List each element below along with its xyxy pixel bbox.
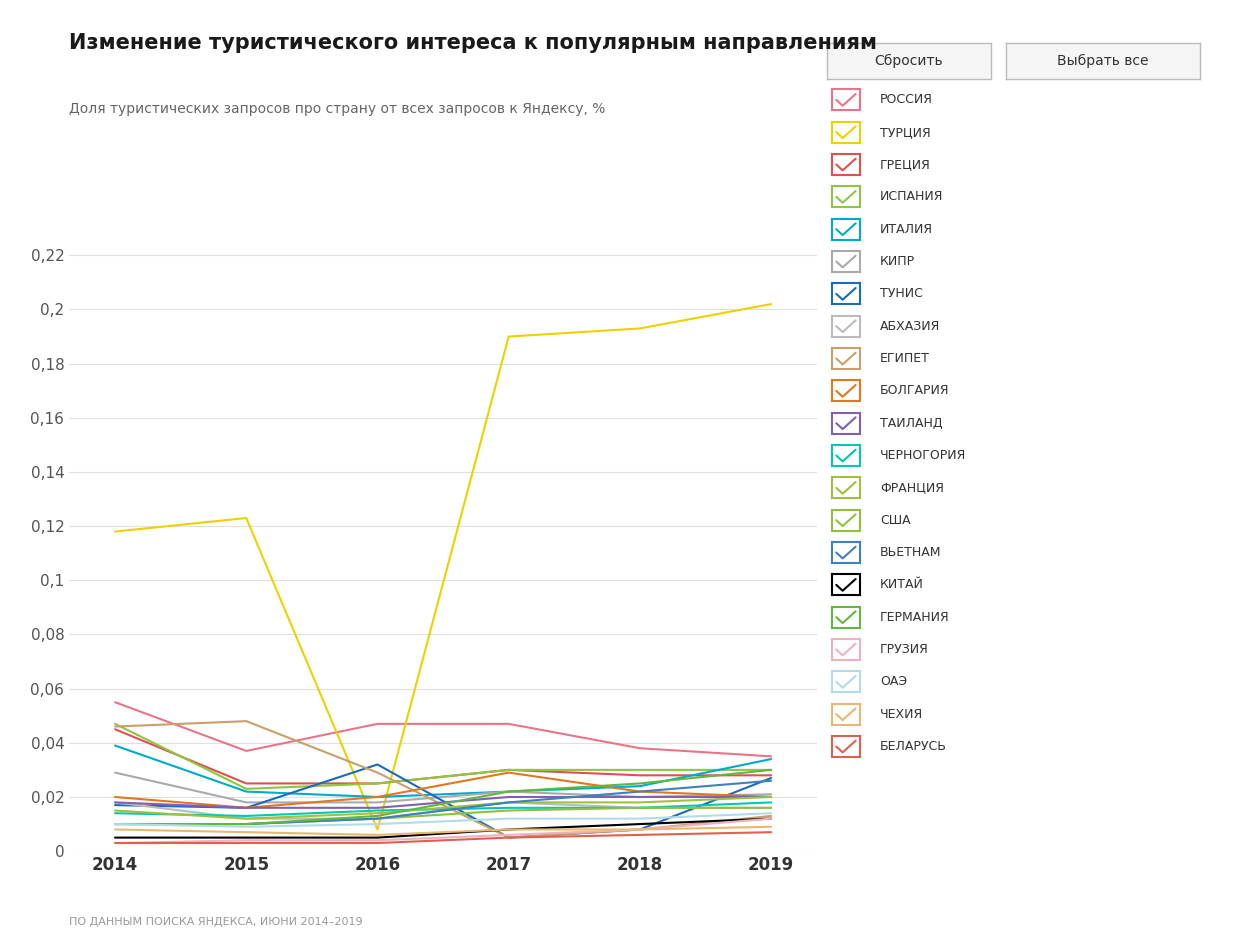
Text: ТАИЛАНД: ТАИЛАНД — [880, 417, 943, 430]
Text: ГРЕЦИЯ: ГРЕЦИЯ — [880, 158, 930, 171]
Text: ИСПАНИЯ: ИСПАНИЯ — [880, 190, 943, 204]
Text: БЕЛАРУСЬ: БЕЛАРУСЬ — [880, 740, 947, 753]
Text: ГЕРМАНИЯ: ГЕРМАНИЯ — [880, 611, 949, 624]
Text: ЧЕРНОГОРИЯ: ЧЕРНОГОРИЯ — [880, 449, 967, 462]
Text: ТУРЦИЯ: ТУРЦИЯ — [880, 126, 930, 139]
Text: Выбрать все: Выбрать все — [1057, 54, 1149, 68]
Text: КИТАЙ: КИТАЙ — [880, 578, 924, 592]
Text: ФРАНЦИЯ: ФРАНЦИЯ — [880, 481, 944, 495]
Text: ЧЕХИЯ: ЧЕХИЯ — [880, 708, 923, 721]
Text: ПО ДАННЫМ ПОИСКА ЯНДЕКСА, ИЮНИ 2014–2019: ПО ДАННЫМ ПОИСКА ЯНДЕКСА, ИЮНИ 2014–2019 — [69, 917, 363, 927]
Text: РОССИЯ: РОССИЯ — [880, 93, 933, 107]
Text: КИПР: КИПР — [880, 255, 915, 268]
Text: БОЛГАРИЯ: БОЛГАРИЯ — [880, 384, 949, 398]
Text: ВЬЕТНАМ: ВЬЕТНАМ — [880, 546, 941, 559]
Text: США: США — [880, 514, 910, 527]
Text: АБХАЗИЯ: АБХАЗИЯ — [880, 320, 940, 333]
Text: Доля туристических запросов про страну от всех запросов к Яндексу, %: Доля туристических запросов про страну о… — [69, 102, 606, 116]
Text: ЕГИПЕТ: ЕГИПЕТ — [880, 352, 930, 365]
Text: ГРУЗИЯ: ГРУЗИЯ — [880, 643, 929, 656]
Text: Изменение туристического интереса к популярным направлениям: Изменение туристического интереса к попу… — [69, 33, 877, 53]
Text: ОАЭ: ОАЭ — [880, 675, 908, 689]
Text: ИТАЛИЯ: ИТАЛИЯ — [880, 223, 933, 236]
Text: ТУНИС: ТУНИС — [880, 287, 923, 301]
Text: Сбросить: Сбросить — [875, 54, 943, 68]
